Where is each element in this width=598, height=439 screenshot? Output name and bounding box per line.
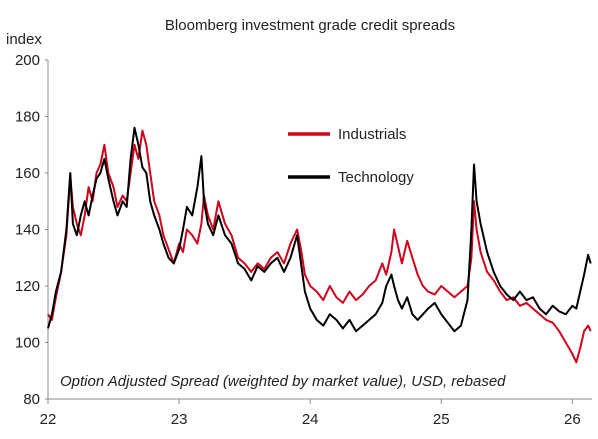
y-axis-label: index [6, 31, 42, 48]
legend-label-technology: Technology [338, 169, 414, 186]
y-tick-label: 180 [15, 109, 40, 126]
legend: Industrials Technology [288, 126, 414, 186]
y-tick-label: 160 [15, 165, 40, 182]
chart-title: Bloomberg investment grade credit spread… [165, 17, 455, 34]
y-axis-ticks: 200 180 160 140 120 100 80 [15, 52, 48, 408]
x-tick-label: 25 [433, 411, 450, 428]
x-tick-label: 24 [302, 411, 319, 428]
x-tick-label: 26 [564, 411, 581, 428]
x-tick-label: 22 [40, 411, 57, 428]
y-tick-label: 100 [15, 335, 40, 352]
y-tick-label: 200 [15, 52, 40, 69]
x-axis-ticks: 22 23 24 25 26 [40, 399, 581, 428]
legend-label-industrials: Industrials [338, 126, 406, 143]
y-tick-label: 80 [23, 391, 40, 408]
series-lines [47, 126, 592, 364]
series-line-technology [47, 126, 592, 333]
chart-annotation: Option Adjusted Spread (weighted by mark… [60, 373, 506, 390]
series-line-industrials [47, 129, 592, 364]
y-tick-label: 120 [15, 278, 40, 295]
x-tick-label: 23 [171, 411, 188, 428]
y-tick-label: 140 [15, 222, 40, 239]
